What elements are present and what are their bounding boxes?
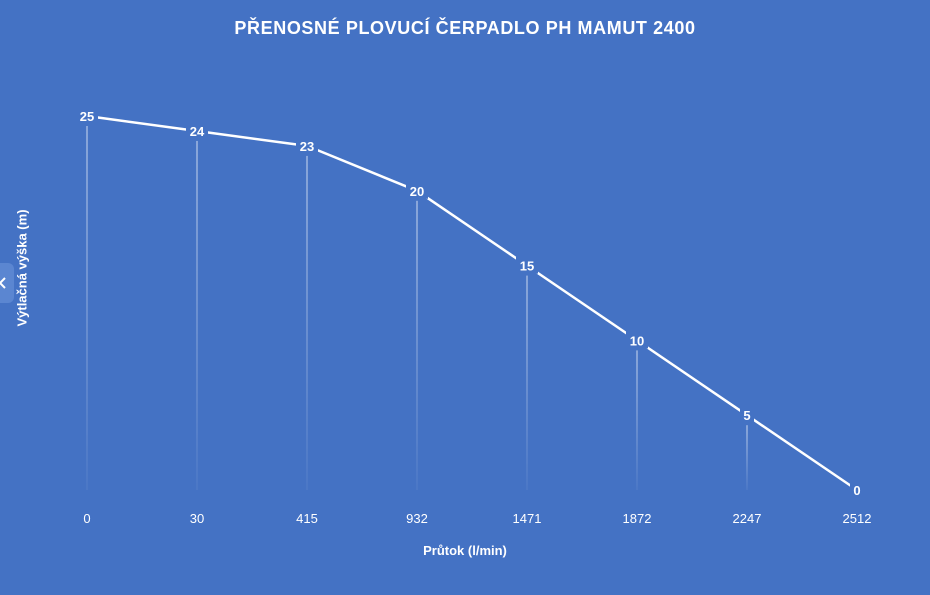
data-label: 15: [520, 259, 534, 274]
drop-line: [526, 275, 528, 490]
data-label: 23: [300, 139, 314, 154]
x-tick-label: 1471: [513, 511, 542, 526]
drop-line: [86, 126, 88, 490]
data-label-bg: [406, 181, 428, 199]
x-tick-label: 30: [190, 511, 204, 526]
x-tick-label: 0: [83, 511, 90, 526]
chart-title: PŘENOSNÉ PLOVUCÍ ČERPADLO PH MAMUT 2400: [234, 18, 696, 38]
x-tick-label: 932: [406, 511, 428, 526]
x-axis-label: Průtok (l/min): [423, 543, 507, 558]
data-label: 24: [190, 124, 205, 139]
data-label-bg: [186, 121, 208, 139]
side-collapse-tab[interactable]: [0, 263, 14, 303]
series-line: [85, 114, 859, 492]
x-tick-label: 1872: [623, 511, 652, 526]
data-label-bg: [76, 107, 98, 124]
data-label: 20: [410, 184, 424, 199]
data-label-bg: [516, 256, 538, 274]
drop-line: [306, 155, 308, 491]
drop-line: [196, 140, 198, 490]
drop-line: [636, 350, 638, 490]
data-label: 5: [743, 408, 750, 423]
data-label-bg: [850, 481, 864, 498]
data-label-bg: [626, 331, 648, 349]
data-label: 0: [853, 483, 860, 498]
x-tick-label: 2512: [843, 511, 872, 526]
x-tick-label: 415: [296, 511, 318, 526]
data-label-bg: [296, 136, 318, 154]
chevron-left-icon: [0, 277, 6, 289]
drop-line: [416, 200, 418, 491]
data-label: 10: [630, 333, 644, 348]
x-tick-label: 2247: [733, 511, 762, 526]
drop-line: [746, 425, 748, 490]
data-label: 25: [80, 109, 94, 124]
data-label-bg: [740, 406, 754, 424]
